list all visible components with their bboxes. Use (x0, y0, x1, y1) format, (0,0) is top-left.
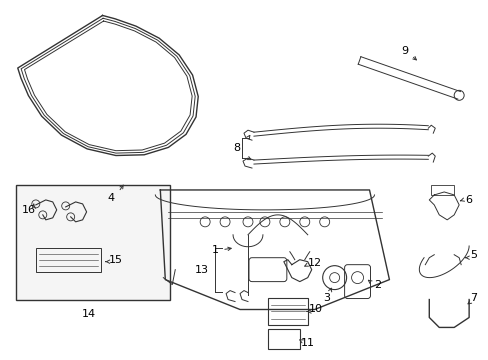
Text: 1: 1 (211, 245, 218, 255)
Text: 9: 9 (400, 45, 407, 55)
Text: 14: 14 (81, 310, 96, 319)
Text: 7: 7 (469, 293, 477, 302)
Text: 4: 4 (107, 193, 114, 203)
Text: 16: 16 (22, 205, 36, 215)
Text: 15: 15 (108, 255, 122, 265)
Text: 13: 13 (195, 265, 209, 275)
Text: 10: 10 (308, 305, 322, 315)
Text: 8: 8 (233, 143, 240, 153)
Bar (16, 185, 170, 300)
Text: 6: 6 (465, 195, 472, 205)
Text: 12: 12 (307, 258, 321, 268)
Text: 5: 5 (469, 250, 477, 260)
Text: 11: 11 (300, 338, 314, 348)
Text: 3: 3 (323, 293, 329, 302)
Text: 2: 2 (373, 280, 380, 289)
